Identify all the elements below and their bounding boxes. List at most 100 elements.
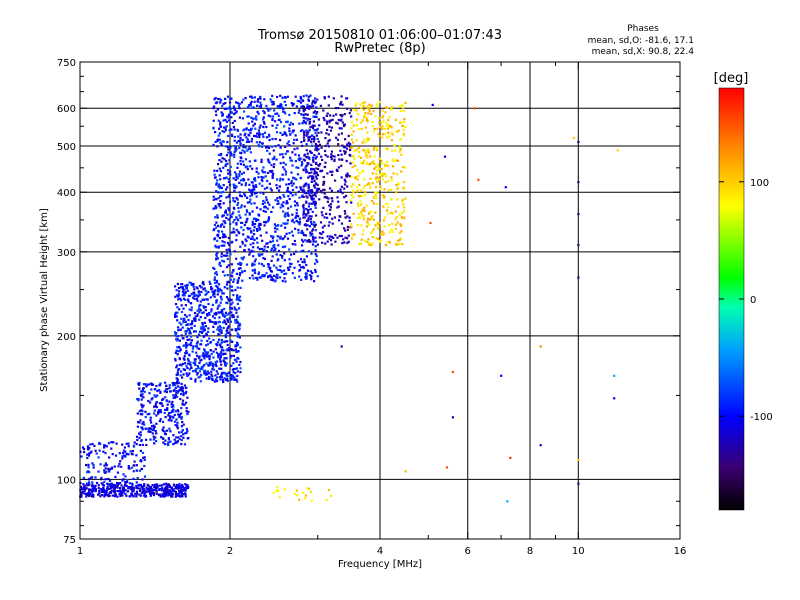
data-point xyxy=(229,333,232,336)
data-point xyxy=(127,453,130,456)
data-point xyxy=(170,494,174,497)
data-point xyxy=(403,187,406,191)
data-point xyxy=(337,154,340,157)
data-point xyxy=(275,276,278,279)
data-point xyxy=(178,345,181,348)
colorbar-tick-label: 0 xyxy=(750,295,756,306)
data-point xyxy=(368,210,371,213)
data-point xyxy=(163,411,166,415)
data-point xyxy=(188,353,191,356)
data-point xyxy=(323,224,326,227)
data-point xyxy=(235,216,238,219)
data-point xyxy=(126,479,129,482)
data-point xyxy=(232,367,236,371)
data-point xyxy=(244,244,247,247)
data-point xyxy=(164,396,167,399)
data-point xyxy=(126,480,129,484)
data-point xyxy=(235,223,238,226)
data-point xyxy=(246,106,249,109)
data-point xyxy=(252,250,255,253)
data-point xyxy=(385,160,389,163)
data-point xyxy=(139,494,142,497)
data-point xyxy=(215,343,218,346)
data-point xyxy=(199,327,203,330)
data-point xyxy=(232,199,235,202)
data-point xyxy=(211,367,214,370)
data-point xyxy=(162,398,165,401)
data-point xyxy=(337,166,340,169)
data-point xyxy=(309,208,312,211)
data-point xyxy=(283,272,286,276)
data-point xyxy=(307,95,310,98)
data-point xyxy=(366,116,369,119)
data-point xyxy=(140,459,143,462)
data-point xyxy=(211,375,214,378)
data-point xyxy=(210,361,213,364)
data-point xyxy=(138,421,141,424)
data-point xyxy=(243,269,246,273)
data-point xyxy=(196,365,199,368)
data-point xyxy=(217,333,220,336)
data-point xyxy=(370,104,373,107)
data-point xyxy=(327,489,330,492)
data-point xyxy=(209,296,212,299)
data-point xyxy=(305,132,308,135)
data-point xyxy=(451,416,454,419)
data-point xyxy=(228,208,231,212)
data-point xyxy=(226,343,229,347)
data-point xyxy=(330,126,333,129)
data-point xyxy=(250,191,253,194)
data-point xyxy=(310,180,313,183)
data-point xyxy=(306,487,309,490)
data-point xyxy=(294,160,297,163)
data-point xyxy=(271,237,274,240)
data-point xyxy=(165,390,168,394)
data-point xyxy=(362,187,365,190)
data-point xyxy=(504,186,507,189)
data-point xyxy=(199,380,202,383)
data-point xyxy=(203,287,206,290)
data-point xyxy=(337,205,340,208)
data-point xyxy=(378,157,381,160)
data-point xyxy=(369,243,372,247)
data-point xyxy=(218,320,221,323)
data-point xyxy=(398,231,402,234)
data-point xyxy=(265,231,268,234)
data-point xyxy=(305,156,308,159)
data-point xyxy=(369,177,372,180)
data-point xyxy=(366,221,369,224)
data-point xyxy=(278,189,281,192)
data-point xyxy=(148,412,151,416)
data-point xyxy=(217,98,220,101)
data-point xyxy=(227,236,230,240)
data-point xyxy=(230,216,233,219)
data-point xyxy=(207,327,210,330)
data-point xyxy=(193,293,196,296)
data-point xyxy=(218,333,221,336)
data-point xyxy=(310,144,314,147)
data-point xyxy=(184,304,187,307)
data-point xyxy=(380,167,383,171)
data-point xyxy=(182,487,185,490)
data-point xyxy=(187,374,190,377)
data-point xyxy=(315,144,318,147)
data-point xyxy=(255,227,259,231)
data-point xyxy=(232,362,235,365)
data-point xyxy=(138,443,141,447)
data-point xyxy=(298,264,301,267)
data-point xyxy=(324,154,327,157)
data-point xyxy=(303,108,306,111)
data-point xyxy=(272,103,275,106)
data-point xyxy=(234,318,237,321)
data-point xyxy=(315,145,319,148)
data-point xyxy=(400,153,403,156)
data-point xyxy=(269,240,272,244)
data-point xyxy=(237,277,240,280)
data-point xyxy=(248,146,251,149)
data-point xyxy=(164,495,167,498)
data-point xyxy=(398,213,401,217)
data-point xyxy=(278,496,281,499)
data-point xyxy=(224,211,227,214)
data-point xyxy=(197,357,201,360)
data-point xyxy=(198,311,201,314)
